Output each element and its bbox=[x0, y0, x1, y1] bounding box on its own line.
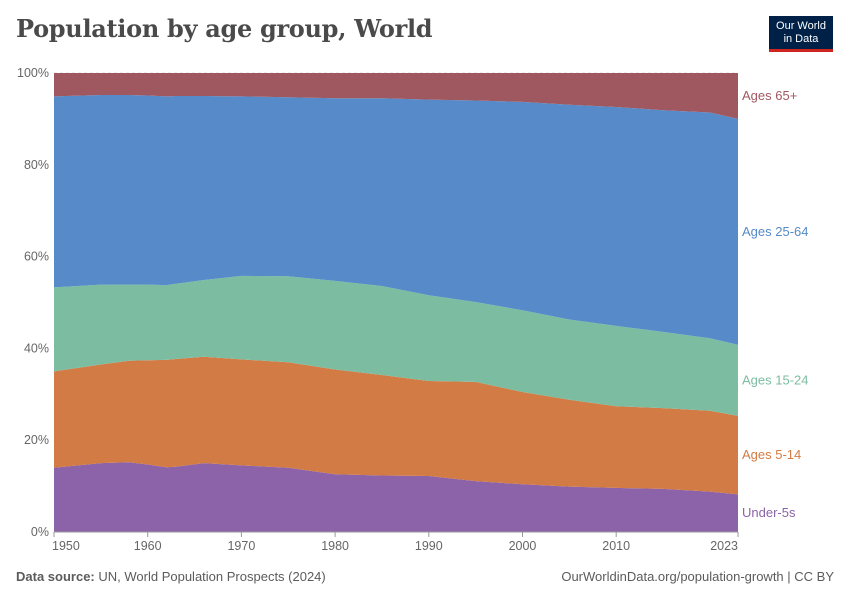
y-tick-label: 40% bbox=[24, 341, 49, 355]
y-tick-label: 60% bbox=[24, 250, 49, 264]
series-label-ages-5-14[interactable]: Ages 5-14 bbox=[742, 447, 801, 462]
x-tick-label: 1950 bbox=[52, 539, 80, 553]
y-tick-label: 0% bbox=[31, 525, 49, 539]
data-source-label: Data source: bbox=[16, 569, 95, 584]
area-ages-15-24[interactable] bbox=[54, 275, 738, 416]
footer-url[interactable]: OurWorldinData.org/population-growth | C… bbox=[561, 569, 834, 584]
x-tick-label: 2010 bbox=[602, 539, 630, 553]
owid-logo[interactable]: Our World in Data bbox=[769, 16, 833, 52]
area-ages-25-64[interactable] bbox=[54, 95, 738, 345]
logo-line-1: Our World bbox=[776, 20, 826, 32]
series-label-ages-65[interactable]: Ages 65+ bbox=[742, 88, 797, 103]
series-label-ages-25-64[interactable]: Ages 25-64 bbox=[742, 224, 809, 239]
x-tick-label: 2000 bbox=[509, 539, 537, 553]
x-tick-label: 2023 bbox=[710, 539, 738, 553]
x-tick-label: 1990 bbox=[415, 539, 443, 553]
logo-line-2: in Data bbox=[783, 33, 819, 45]
x-tick-label: 1980 bbox=[321, 539, 349, 553]
area-under-5s[interactable] bbox=[54, 462, 738, 532]
area-ages-5-14[interactable] bbox=[54, 356, 738, 495]
y-tick-label: 80% bbox=[24, 158, 49, 172]
x-tick-label: 1970 bbox=[227, 539, 255, 553]
data-source: Data source: UN, World Population Prospe… bbox=[16, 569, 326, 584]
y-tick-label: 100% bbox=[17, 66, 49, 80]
series-label-under-5s[interactable]: Under-5s bbox=[742, 505, 796, 520]
x-tick-label: 1960 bbox=[134, 539, 162, 553]
series-label-ages-15-24[interactable]: Ages 15-24 bbox=[742, 372, 809, 387]
page-title: Population by age group, World bbox=[16, 14, 433, 43]
data-source-text[interactable]: UN, World Population Prospects (2024) bbox=[98, 569, 326, 584]
y-tick-label: 20% bbox=[24, 433, 49, 447]
area-ages-65[interactable] bbox=[54, 73, 738, 119]
